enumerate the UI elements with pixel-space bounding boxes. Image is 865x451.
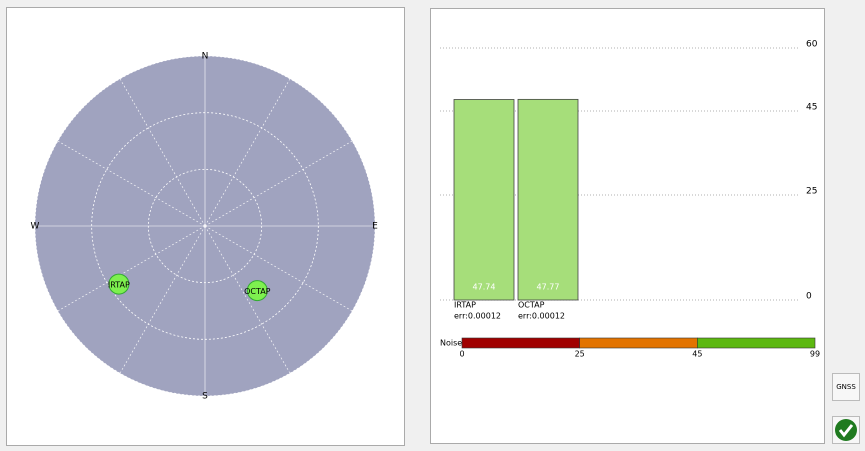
direction-label: W <box>31 222 40 232</box>
category-label: OCTAP <box>518 301 545 310</box>
satellite <box>108 273 130 295</box>
noise-tick-label: 99 <box>810 350 820 359</box>
spoke <box>119 225 206 374</box>
noise-segment <box>461 337 580 349</box>
category-label: IRTAP <box>454 301 476 310</box>
noise-tick-label: 45 <box>692 350 702 359</box>
noise-tick-label: 25 <box>575 350 585 359</box>
value-label: 47.74 <box>473 283 496 292</box>
error-label: err:0.00012 <box>518 312 565 321</box>
bar <box>517 98 579 301</box>
ok-button[interactable] <box>832 416 860 444</box>
spoke <box>204 78 291 227</box>
spoke <box>204 225 291 374</box>
spoke <box>119 78 206 227</box>
noise-label: Noise <box>440 339 462 348</box>
noise-tick-label: 0 <box>459 350 464 359</box>
satellite-label: OCTAP <box>244 287 271 296</box>
spoke <box>204 140 353 227</box>
check-icon <box>835 419 857 441</box>
satellite <box>246 280 268 302</box>
y-tick-label: 0 <box>806 292 812 302</box>
spoke <box>57 225 206 312</box>
spoke <box>57 140 206 227</box>
spoke <box>204 225 353 312</box>
bar <box>453 99 515 301</box>
gnss-button[interactable]: GNSS <box>832 373 860 401</box>
noise-segment <box>697 337 816 349</box>
noise-segment <box>579 337 698 349</box>
value-label: 47.77 <box>537 283 560 292</box>
y-tick-label: 60 <box>806 40 818 50</box>
direction-label: S <box>202 392 208 402</box>
y-tick-label: 45 <box>806 103 817 113</box>
direction-label: E <box>372 222 378 232</box>
error-label: err:0.00012 <box>454 312 501 321</box>
direction-label: N <box>202 52 209 62</box>
y-tick-label: 25 <box>806 187 817 197</box>
satellite-label: IRTAP <box>108 281 130 290</box>
